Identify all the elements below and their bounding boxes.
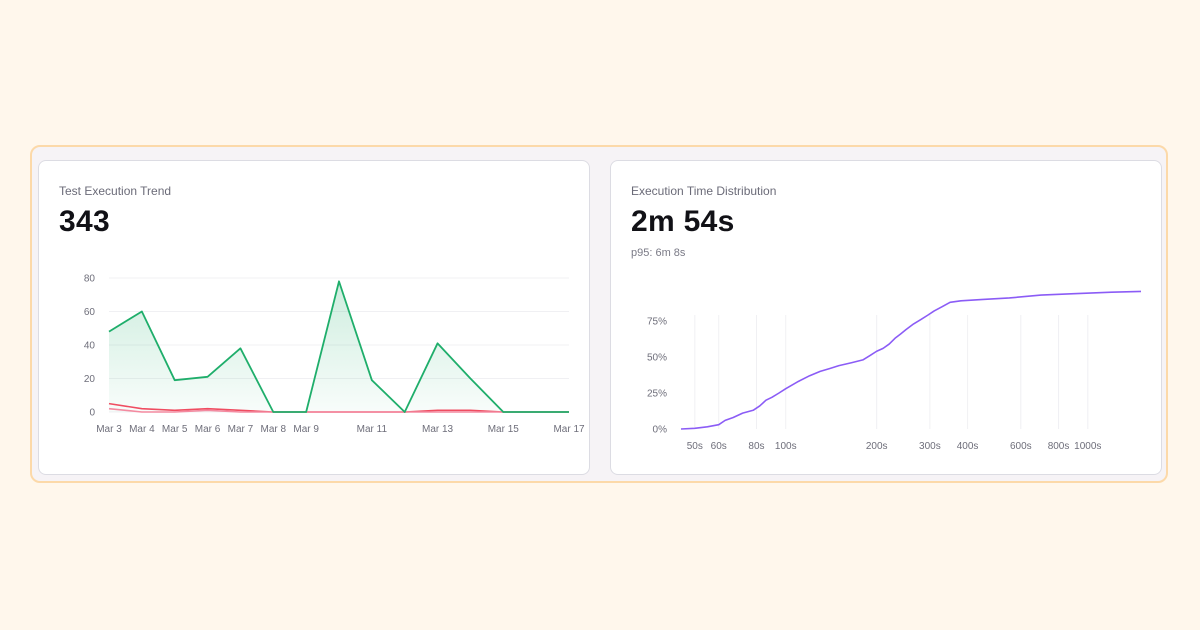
test-execution-trend-chart: 0 20 40 60 80 Mar 3 Mar 4 Mar 5 Mar 6 Mar 7 Mar 8 M… bbox=[84, 274, 585, 436]
x-tick-label: 600s bbox=[1010, 441, 1032, 452]
median-time-value: 2m 54s bbox=[631, 205, 735, 238]
dashboard-frame: Test Execution Trend 343 0 20 40 60 80 Mar 3 M… bbox=[30, 145, 1168, 483]
x-tick-label: Mar 4 bbox=[129, 424, 155, 435]
x-tick-label: 400s bbox=[957, 441, 979, 452]
p95-subtitle: p95: 6m 8s bbox=[631, 247, 686, 259]
y-tick-label: 60 bbox=[84, 307, 96, 318]
x-tick-label: 300s bbox=[919, 441, 941, 452]
y-tick-label: 25% bbox=[647, 389, 667, 400]
test-count-value: 343 bbox=[59, 205, 110, 238]
x-tick-label: Mar 7 bbox=[228, 424, 254, 435]
x-tick-label: 80s bbox=[748, 441, 764, 452]
execution-time-distribution-chart: 50s 60s 80s 100s 200s 300s 400s 600s 800s 1000s 0%… bbox=[647, 290, 1142, 452]
card-title: Test Execution Trend bbox=[59, 184, 172, 198]
y-tick-label: 40 bbox=[84, 341, 96, 352]
y-tick-label: 0 bbox=[89, 408, 95, 419]
execution-time-distribution-card: Execution Time Distribution 2m 54s p95: … bbox=[610, 160, 1162, 475]
y-tick-label: 75% bbox=[647, 317, 667, 328]
x-tick-label: Mar 17 bbox=[553, 424, 585, 435]
test-execution-trend-card: Test Execution Trend 343 0 20 40 60 80 Mar 3 M… bbox=[38, 160, 590, 475]
x-tick-label: 200s bbox=[866, 441, 888, 452]
x-tick-label: 50s bbox=[687, 441, 703, 452]
x-tick-label: Mar 9 bbox=[293, 424, 319, 435]
x-tick-label: Mar 8 bbox=[261, 424, 287, 435]
distribution-line bbox=[680, 290, 1142, 430]
x-tick-label: 60s bbox=[711, 441, 727, 452]
y-tick-label: 0% bbox=[653, 425, 668, 436]
y-tick-label: 50% bbox=[647, 353, 667, 364]
x-tick-label: Mar 11 bbox=[357, 424, 388, 435]
passed-area bbox=[109, 281, 569, 412]
x-tick-label: Mar 5 bbox=[162, 424, 188, 435]
x-tick-label: 800s bbox=[1048, 441, 1070, 452]
x-tick-label: Mar 6 bbox=[195, 424, 221, 435]
x-tick-label: Mar 3 bbox=[96, 424, 122, 435]
y-tick-label: 20 bbox=[84, 374, 96, 385]
card-title: Execution Time Distribution bbox=[631, 184, 777, 198]
x-tick-label: Mar 13 bbox=[422, 424, 454, 435]
x-tick-label: Mar 15 bbox=[488, 424, 520, 435]
x-tick-label: 1000s bbox=[1074, 441, 1101, 452]
y-tick-label: 80 bbox=[84, 274, 96, 285]
x-tick-label: 100s bbox=[775, 441, 797, 452]
